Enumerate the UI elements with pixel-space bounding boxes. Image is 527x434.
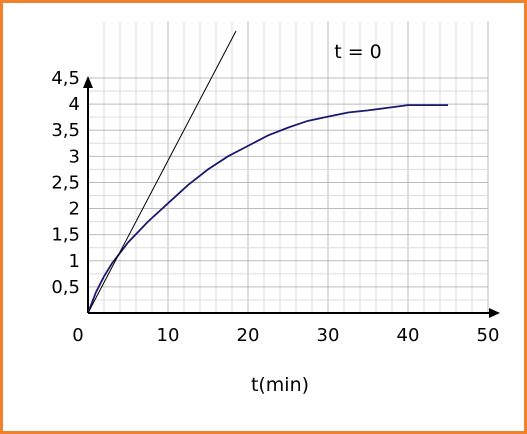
y-tick-label: 2 bbox=[69, 199, 80, 220]
tangent-line bbox=[87, 30, 237, 314]
x-tick-label: 30 bbox=[317, 325, 340, 346]
x-tick-label: 50 bbox=[477, 325, 500, 346]
y-tick-label: 3,5 bbox=[51, 120, 80, 141]
y-tick-label: 1,5 bbox=[51, 225, 80, 246]
y-tick-label: 0,5 bbox=[51, 277, 80, 298]
y-tick-label: 4 bbox=[69, 94, 80, 115]
tick-labels: 0 10 20 30 40 50 0,5 1 1,5 2 2,5 3 3,5 4 4,5 bbox=[51, 68, 499, 346]
y-tick-label: 4,5 bbox=[51, 68, 80, 89]
line-chart: 0 10 20 30 40 50 0,5 1 1,5 2 2,5 3 3,5 4 4,5 t = 0 t(m… bbox=[51, 21, 500, 396]
y-tick-label: 2,5 bbox=[51, 172, 80, 193]
x-tick-label: 20 bbox=[237, 325, 260, 346]
y-tick-label: 1 bbox=[69, 251, 80, 272]
grid bbox=[88, 21, 489, 313]
y-axis-arrow bbox=[83, 76, 93, 88]
axes bbox=[83, 76, 500, 318]
x-axis-label: t(min) bbox=[251, 374, 309, 396]
x-tick-label: 10 bbox=[157, 325, 180, 346]
x-axis-arrow bbox=[489, 308, 500, 318]
y-tick-label: 3 bbox=[69, 146, 80, 167]
x-tick-label: 40 bbox=[397, 325, 420, 346]
x-tick-label: 0 bbox=[72, 325, 83, 346]
annotation-t0: t = 0 bbox=[334, 41, 382, 63]
chart-marks bbox=[87, 30, 449, 314]
